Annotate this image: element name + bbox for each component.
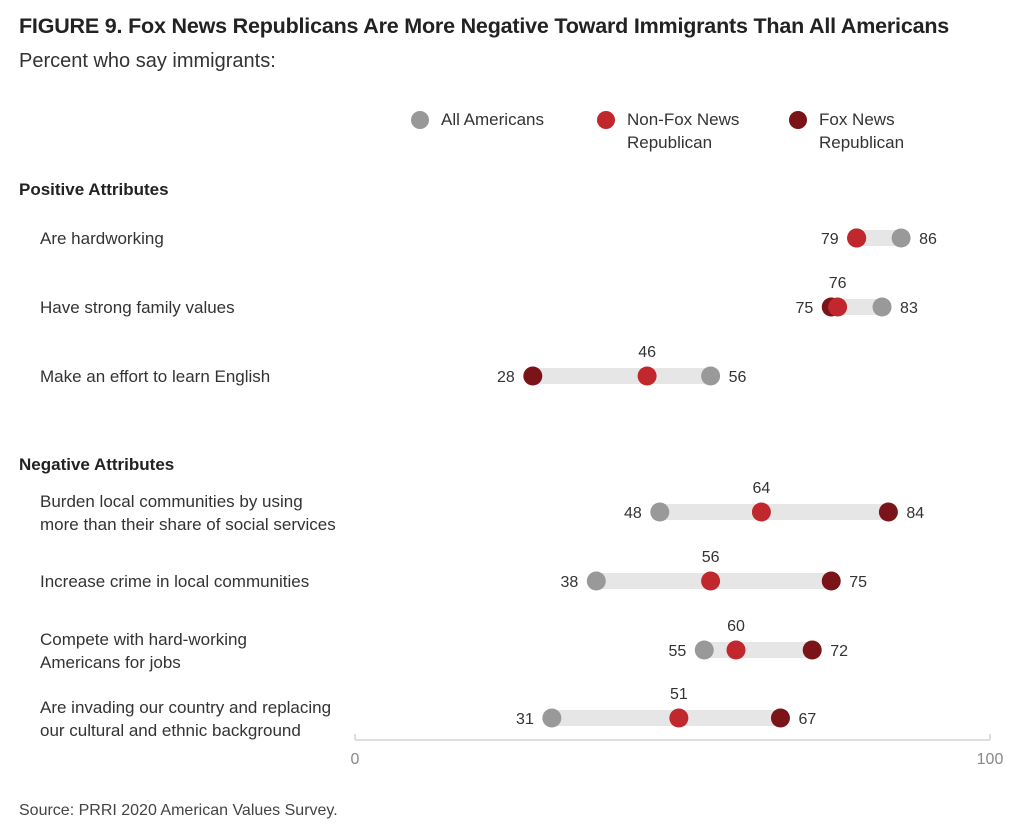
data-label: 48 bbox=[624, 505, 642, 522]
section-heading-positive: Positive Attributes bbox=[19, 180, 169, 199]
data-label: 31 bbox=[516, 711, 534, 728]
source-note: Source: PRRI 2020 American Values Survey… bbox=[19, 802, 338, 819]
legend-item-non-fox-republican: Non-Fox News Republican bbox=[597, 108, 739, 154]
dot-all-americans bbox=[542, 708, 562, 728]
range-bar bbox=[659, 504, 889, 520]
range-bar bbox=[532, 368, 711, 384]
data-label: 67 bbox=[798, 711, 816, 728]
dot-all-americans bbox=[891, 228, 911, 248]
dot-non-fox-news-republican bbox=[847, 228, 867, 248]
dot-non-fox-news-republican bbox=[637, 366, 657, 386]
range-bar bbox=[551, 710, 781, 726]
legend-item-fox-republican: Fox News Republican bbox=[789, 108, 904, 154]
dot-all-americans bbox=[694, 640, 714, 660]
section-heading-negative: Negative Attributes bbox=[19, 455, 175, 474]
data-label: 38 bbox=[561, 574, 579, 591]
row-label: Are hardworking bbox=[40, 229, 164, 248]
dot-all-americans bbox=[872, 297, 892, 317]
legend-dot-icon bbox=[411, 111, 429, 129]
data-label: 72 bbox=[830, 643, 848, 660]
dot-non-fox-news-republican bbox=[828, 297, 848, 317]
legend-dot-icon bbox=[789, 111, 807, 129]
x-tick-label: 100 bbox=[977, 751, 1004, 768]
data-label: 76 bbox=[829, 275, 847, 292]
legend-label: Fox News Republican bbox=[819, 110, 905, 152]
legend-item-all-americans: All Americans bbox=[411, 108, 544, 131]
data-label: 51 bbox=[670, 686, 688, 703]
row-label: Burden local communities by using more t… bbox=[40, 492, 336, 534]
legend-dot-icon bbox=[597, 111, 615, 129]
data-label: 56 bbox=[702, 549, 720, 566]
data-label: 56 bbox=[729, 369, 747, 386]
row-label: Compete with hard-working Americans for … bbox=[40, 630, 247, 672]
dot-fox-news-republican bbox=[802, 640, 822, 660]
range-bar bbox=[704, 642, 813, 658]
data-label: 86 bbox=[919, 231, 937, 248]
data-label: 84 bbox=[906, 505, 924, 522]
row-label: Increase crime in local communities bbox=[40, 572, 310, 591]
data-label: 83 bbox=[900, 300, 918, 317]
data-label: 75 bbox=[849, 574, 867, 591]
data-label: 64 bbox=[753, 480, 771, 497]
data-label: 79 bbox=[821, 231, 839, 248]
data-label: 60 bbox=[727, 618, 745, 635]
dot-non-fox-news-republican bbox=[669, 708, 689, 728]
row-label: Make an effort to learn English bbox=[40, 367, 271, 386]
range-bar bbox=[856, 230, 902, 246]
dot-all-americans bbox=[650, 502, 670, 522]
dot-fox-news-republican bbox=[770, 708, 790, 728]
data-label: 75 bbox=[795, 300, 813, 317]
row-label: Have strong family values bbox=[40, 298, 235, 317]
chart-subtitle: Percent who say immigrants: bbox=[19, 50, 276, 72]
dot-fox-news-republican bbox=[878, 502, 898, 522]
data-label: 28 bbox=[497, 369, 515, 386]
legend-label: Non-Fox News Republican bbox=[627, 110, 740, 152]
dot-all-americans bbox=[701, 366, 721, 386]
dot-non-fox-news-republican bbox=[751, 502, 771, 522]
dot-non-fox-news-republican bbox=[701, 571, 721, 591]
data-label: 55 bbox=[668, 643, 686, 660]
dot-fox-news-republican bbox=[523, 366, 543, 386]
chart-title: FIGURE 9. Fox News Republicans Are More … bbox=[19, 14, 950, 38]
data-label: 46 bbox=[638, 344, 656, 361]
dot-fox-news-republican bbox=[821, 571, 841, 591]
x-tick-label: 0 bbox=[351, 751, 360, 768]
dot-non-fox-news-republican bbox=[726, 640, 746, 660]
legend-label: All Americans bbox=[441, 110, 544, 129]
row-label: Are invading our country and replacing o… bbox=[40, 698, 332, 740]
dot-all-americans bbox=[586, 571, 606, 591]
